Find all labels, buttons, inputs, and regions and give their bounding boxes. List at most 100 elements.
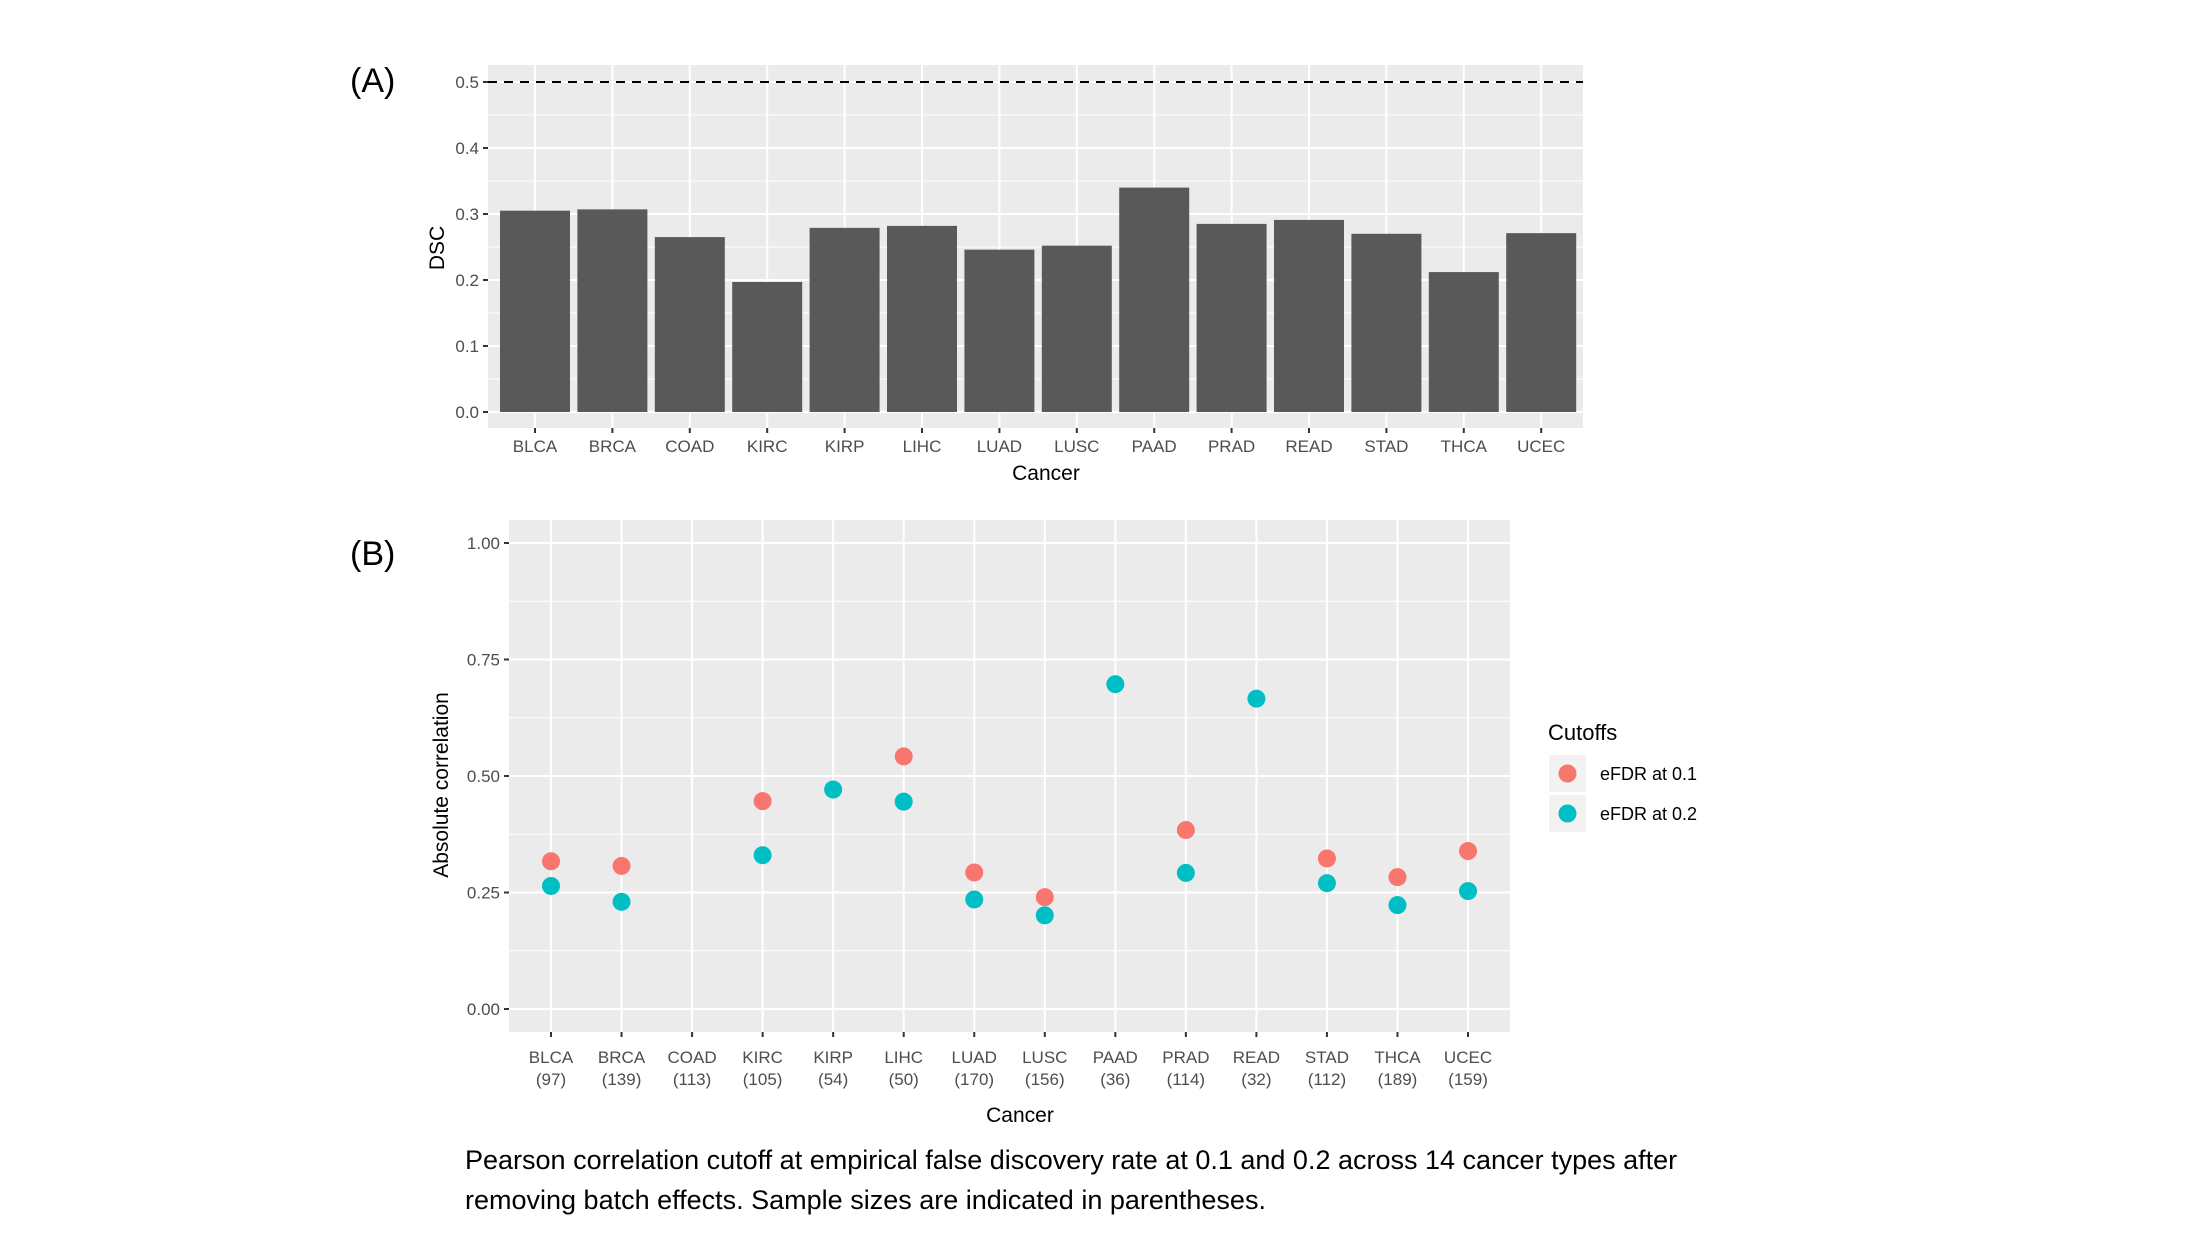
bar-ucec: [1506, 233, 1577, 412]
point-luad-series-2: [965, 890, 984, 909]
point-prad-series-1: [1176, 821, 1195, 840]
bar-prad: [1196, 223, 1267, 412]
panel-a-bar-chart: (A) 0.0 0.1 0.2 0.3 0.4 0.5 BLCA BRCA COAD KIRC K…: [350, 62, 1583, 485]
panel-b-y-axis: 0.00 0.25 0.50 0.75 1.00: [467, 534, 509, 1019]
x-tick-sample-size: (50): [889, 1070, 919, 1089]
x-tick-label: BRCA: [598, 1048, 646, 1067]
x-tick-label: STAD: [1364, 437, 1408, 456]
bar-blca: [500, 210, 570, 412]
y-tick-label: 0.0: [455, 403, 479, 422]
x-tick-label: STAD: [1305, 1048, 1349, 1067]
x-tick-label: BLCA: [529, 1048, 574, 1067]
point-brca-series-2: [612, 892, 631, 911]
panel-a-y-axis-title: DSC: [426, 226, 449, 270]
x-tick-sample-size: (54): [818, 1070, 848, 1089]
bar-thca: [1428, 272, 1499, 412]
y-tick-label: 0.4: [455, 139, 479, 158]
panel-b-points: [542, 675, 1478, 925]
x-tick-sample-size: (112): [1308, 1070, 1346, 1089]
point-lihc-series-1: [894, 747, 913, 766]
y-tick-label: 0.25: [467, 884, 500, 903]
x-tick-label: PAAD: [1132, 437, 1177, 456]
bar-lusc: [1041, 245, 1112, 412]
x-tick-label: PAAD: [1093, 1048, 1138, 1067]
bar-luad: [964, 249, 1035, 412]
y-tick-label: 1.00: [467, 534, 500, 553]
point-prad-series-2: [1176, 863, 1195, 882]
y-tick-label: 0.3: [455, 205, 479, 224]
point-luad-series-1: [965, 863, 984, 882]
x-tick-sample-size: (36): [1100, 1070, 1130, 1089]
bar-paad: [1119, 187, 1190, 412]
bar-lihc: [887, 225, 957, 412]
y-tick-label: 0.00: [467, 1000, 500, 1019]
y-tick-label: 0.5: [455, 73, 479, 92]
x-tick-label: READ: [1285, 437, 1332, 456]
panel-b-x-axis: BLCA (97) BRCA (139) COAD (113) KIRC (105) KIRP (…: [529, 1032, 1492, 1089]
panel-a-x-axis: BLCA BRCA COAD KIRC KIRP LIHC LUAD LUSC PAAD PRAD…: [513, 428, 1565, 456]
bar-read: [1274, 219, 1344, 412]
x-tick-label: LUAD: [952, 1048, 997, 1067]
point-brca-series-1: [612, 856, 631, 875]
x-tick-label: KIRC: [742, 1048, 783, 1067]
point-paad-series-2: [1106, 675, 1125, 694]
point-kirc-series-2: [753, 846, 772, 865]
bar-stad: [1351, 233, 1422, 412]
panel-a-x-axis-title: Cancer: [1012, 462, 1080, 485]
panel-b-label: (B): [350, 535, 395, 573]
point-kirc-series-1: [753, 792, 772, 811]
x-tick-sample-size: (113): [673, 1070, 711, 1089]
legend-label-1: eFDR at 0.1: [1600, 764, 1697, 784]
point-stad-series-1: [1317, 849, 1336, 868]
bar-brca: [577, 209, 648, 412]
x-tick-label: READ: [1233, 1048, 1280, 1067]
x-tick-sample-size: (139): [602, 1070, 642, 1089]
legend-key-2: [1558, 804, 1577, 823]
x-tick-sample-size: (32): [1241, 1070, 1271, 1089]
x-tick-label: UCEC: [1444, 1048, 1492, 1067]
panel-a-label: (A): [350, 62, 395, 100]
x-tick-sample-size: (105): [743, 1070, 783, 1089]
legend: Cutoffs eFDR at 0.1 eFDR at 0.2: [1548, 720, 1697, 832]
y-tick-label: 0.50: [467, 767, 500, 786]
x-tick-sample-size: (170): [954, 1070, 994, 1089]
legend-title: Cutoffs: [1548, 720, 1617, 745]
panel-a-bars: [500, 187, 1577, 412]
bar-coad: [654, 237, 725, 412]
x-tick-label: PRAD: [1208, 437, 1255, 456]
point-thca-series-2: [1388, 896, 1407, 915]
panel-b-scatter-chart: (B) 0.00 0.25 0.50 0.75 1.00 BLCA (97) BRCA (13…: [350, 520, 1697, 1127]
panel-b-y-axis-title: Absolute correlation: [430, 692, 453, 878]
legend-key-1: [1558, 764, 1577, 783]
panel-b-x-axis-title: Cancer: [986, 1104, 1054, 1127]
y-tick-label: 0.2: [455, 271, 479, 290]
x-tick-label: COAD: [668, 1048, 717, 1067]
bar-kirc: [732, 281, 803, 412]
point-lusc-series-1: [1035, 888, 1054, 907]
x-tick-label: THCA: [1374, 1048, 1421, 1067]
x-tick-label: KIRP: [813, 1048, 853, 1067]
x-tick-label: PRAD: [1162, 1048, 1209, 1067]
x-tick-sample-size: (97): [536, 1070, 566, 1089]
x-tick-label: LUSC: [1054, 437, 1099, 456]
y-tick-label: 0.75: [467, 651, 500, 670]
panel-a-y-axis: 0.0 0.1 0.2 0.3 0.4 0.5: [455, 73, 488, 422]
point-ucec-series-1: [1459, 842, 1478, 861]
bar-kirp: [809, 227, 880, 412]
point-read-series-2: [1247, 689, 1266, 708]
x-tick-label: KIRC: [747, 437, 788, 456]
point-stad-series-2: [1317, 874, 1336, 893]
x-tick-label: THCA: [1441, 437, 1488, 456]
x-tick-label: LUSC: [1022, 1048, 1067, 1067]
legend-label-2: eFDR at 0.2: [1600, 804, 1697, 824]
x-tick-label: LIHC: [884, 1048, 923, 1067]
point-lihc-series-2: [894, 792, 913, 811]
point-kirp-series-2: [824, 780, 843, 799]
y-tick-label: 0.1: [455, 337, 479, 356]
x-tick-sample-size: (156): [1025, 1070, 1065, 1089]
point-thca-series-1: [1388, 868, 1407, 887]
x-tick-sample-size: (114): [1167, 1070, 1205, 1089]
panel-b-gridlines: [509, 520, 1510, 1032]
x-tick-sample-size: (189): [1378, 1070, 1418, 1089]
